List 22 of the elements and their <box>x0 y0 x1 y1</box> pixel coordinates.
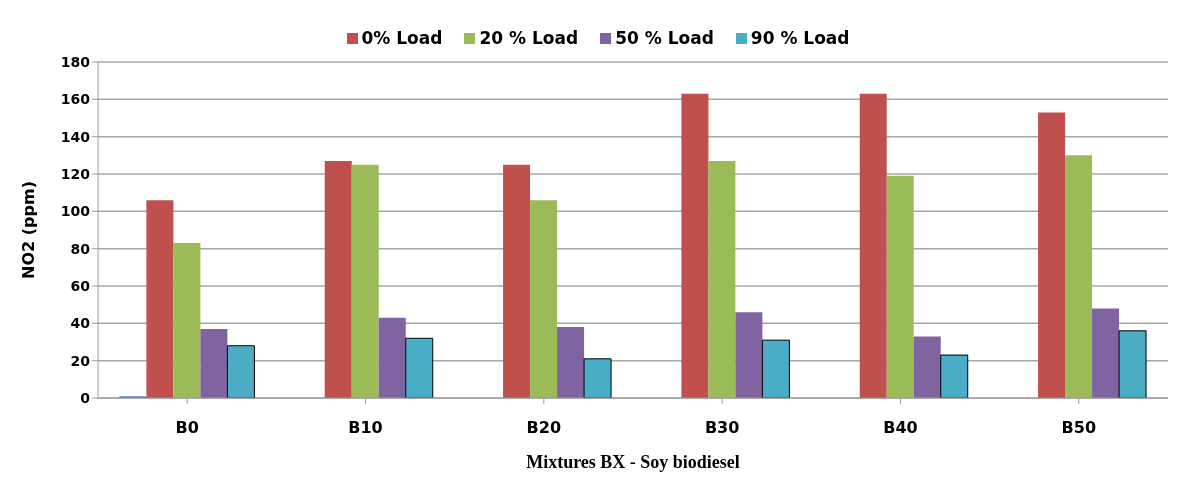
y-tick-label: 140 <box>60 128 91 145</box>
legend-label: 90 % Load <box>750 28 850 48</box>
x-tick-label: B50 <box>1061 418 1097 438</box>
legend-label: 50 % Load <box>615 28 714 48</box>
y-tick-label: 0 <box>80 389 91 406</box>
y-tick-label: 20 <box>70 352 91 369</box>
legend-label: 0% Load <box>361 28 443 48</box>
x-axis-title: Mixtures BX - Soy biodiesel <box>526 452 740 472</box>
x-tick-label: B0 <box>175 418 199 438</box>
y-tick-label: 80 <box>70 240 91 257</box>
legend-label: 20 % Load <box>479 28 579 48</box>
x-tick-label: B30 <box>704 418 740 438</box>
x-tick-label: B40 <box>883 418 918 438</box>
y-tick-label: 60 <box>70 277 91 294</box>
y-axis-title: NO2 (ppm) <box>18 181 38 279</box>
y-tick-label: 40 <box>70 315 91 332</box>
y-tick-label: 100 <box>60 203 91 220</box>
y-tick-label: 180 <box>60 53 91 70</box>
y-tick-label: 160 <box>60 91 91 108</box>
y-tick-label: 120 <box>60 165 91 182</box>
x-tick-label: B10 <box>348 418 383 438</box>
x-tick-label: B20 <box>526 418 562 438</box>
